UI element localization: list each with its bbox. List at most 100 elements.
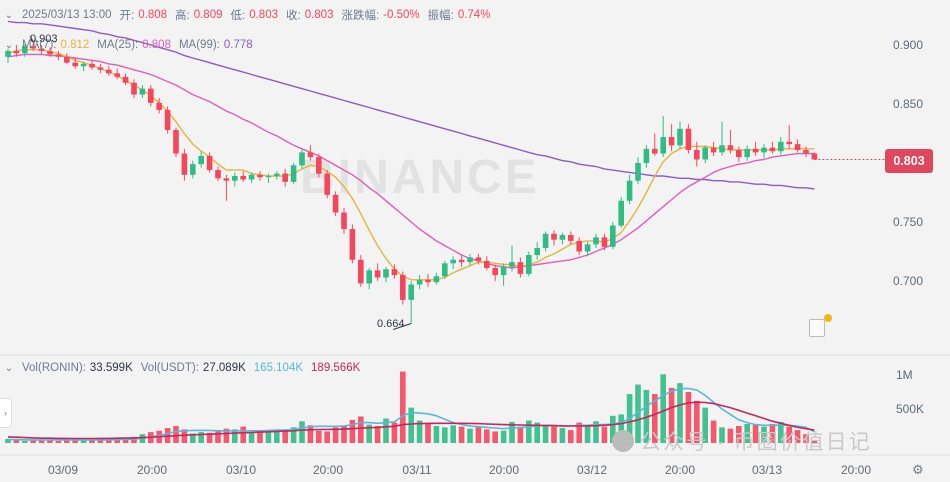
candle-body — [80, 63, 87, 67]
volume-bar — [719, 427, 725, 443]
candle-body — [534, 247, 540, 256]
volume-bar — [374, 426, 381, 443]
volume-info-row: ⌄ Vol(RONIN): 33.599K Vol(USDT): 27.089K… — [0, 358, 368, 378]
volume-bar — [47, 440, 53, 443]
volume-bar — [509, 421, 515, 443]
volume-bar — [769, 423, 776, 443]
candle-body — [467, 257, 473, 263]
volume-bar — [761, 426, 767, 443]
candle-body — [72, 62, 78, 67]
volume-bar — [38, 440, 45, 443]
volume-bar — [341, 425, 347, 443]
volume-bar — [391, 422, 398, 443]
notification-dot — [824, 314, 832, 322]
ma7-value: 0.812 — [60, 39, 90, 51]
vol-ma2-value: 189.566K — [311, 362, 361, 374]
open-value: 0.808 — [138, 9, 168, 21]
time-tick-label: 03/09 — [48, 463, 78, 477]
candle-body — [458, 259, 465, 263]
candle-body — [526, 255, 532, 274]
volume-bar — [215, 430, 221, 443]
candle-body — [416, 279, 423, 285]
candle-body — [173, 129, 179, 154]
candle-body — [316, 157, 322, 174]
volume-bar — [568, 430, 574, 443]
volume-bar — [198, 432, 204, 443]
candle-body — [626, 180, 633, 201]
price-tick-label: 0.750 — [893, 215, 923, 229]
candle-body — [484, 260, 490, 269]
candle-body — [702, 147, 708, 160]
candle-body — [576, 240, 582, 252]
volume-bar — [80, 440, 87, 443]
volume-bar — [349, 419, 356, 443]
candle-body — [215, 170, 221, 179]
candle-body — [752, 148, 759, 153]
settings-icon[interactable]: ⚙ — [912, 462, 924, 477]
volume-bar — [416, 420, 423, 443]
volume-bar — [752, 424, 759, 443]
candle-body — [358, 259, 364, 284]
price-tick-label: 0.900 — [893, 38, 923, 52]
candle-body — [727, 145, 734, 151]
volume-bar — [425, 423, 431, 443]
chevron-down-icon[interactable]: ⌄ — [4, 9, 14, 21]
volume-bar — [383, 418, 389, 443]
vol-usdt-value: 27.089K — [202, 362, 246, 374]
chevron-down-icon[interactable]: ⌄ — [4, 362, 14, 374]
volume-bar — [500, 430, 507, 443]
candle-body — [517, 262, 524, 274]
candle-body — [593, 237, 599, 245]
candle-body — [408, 284, 414, 300]
expand-panel-button[interactable]: › — [0, 398, 12, 428]
candle-body — [131, 82, 137, 95]
candle-body — [122, 76, 129, 83]
price-tick-label: 0.700 — [893, 274, 923, 288]
candle-body — [509, 262, 515, 267]
note-icon[interactable] — [809, 319, 825, 337]
volume-bar — [299, 421, 305, 443]
candle-body — [324, 173, 330, 195]
low-marker-label: 0.664 — [377, 318, 405, 330]
volume-ma2-line — [7, 401, 815, 440]
volume-bar — [408, 407, 414, 443]
volume-bar — [803, 434, 809, 443]
volume-bar — [290, 427, 297, 443]
chevron-down-icon[interactable]: ⌄ — [4, 39, 14, 51]
watermark: BINANCE — [300, 151, 540, 204]
candle-body — [374, 270, 381, 278]
change-label: 涨跌幅: — [341, 10, 380, 22]
candle-body — [442, 263, 448, 277]
candle-body — [584, 244, 591, 252]
ma25-label: MA(25): — [97, 39, 139, 51]
volume-bar — [593, 421, 599, 443]
candle-body — [248, 174, 255, 180]
volume-bar — [727, 428, 734, 443]
candle-body — [769, 147, 776, 152]
ma99-line — [7, 20, 815, 190]
price-tick-label: 0.850 — [893, 97, 923, 111]
time-tick-label: 20:00 — [841, 463, 871, 477]
volume-bar — [551, 426, 557, 443]
volume-bar — [652, 394, 658, 443]
volume-bar — [316, 430, 322, 443]
ma7-line — [7, 49, 815, 281]
candle-body — [601, 237, 608, 247]
volume-bar — [694, 400, 700, 443]
candle-body — [685, 128, 692, 151]
candle-body — [55, 54, 62, 57]
volume-bar — [610, 415, 616, 443]
volume-bar — [433, 426, 440, 443]
candle-body — [778, 141, 784, 152]
candle-body — [366, 270, 372, 284]
candle-body — [475, 257, 482, 261]
volume-bar — [786, 426, 792, 443]
volume-bar — [442, 427, 448, 443]
candle-body — [450, 259, 456, 264]
volume-bar — [811, 440, 818, 443]
volume-bar — [332, 427, 339, 443]
high-marker-line — [29, 36, 34, 42]
volume-tick-label: 500K — [896, 402, 924, 416]
candle-body — [257, 174, 263, 178]
